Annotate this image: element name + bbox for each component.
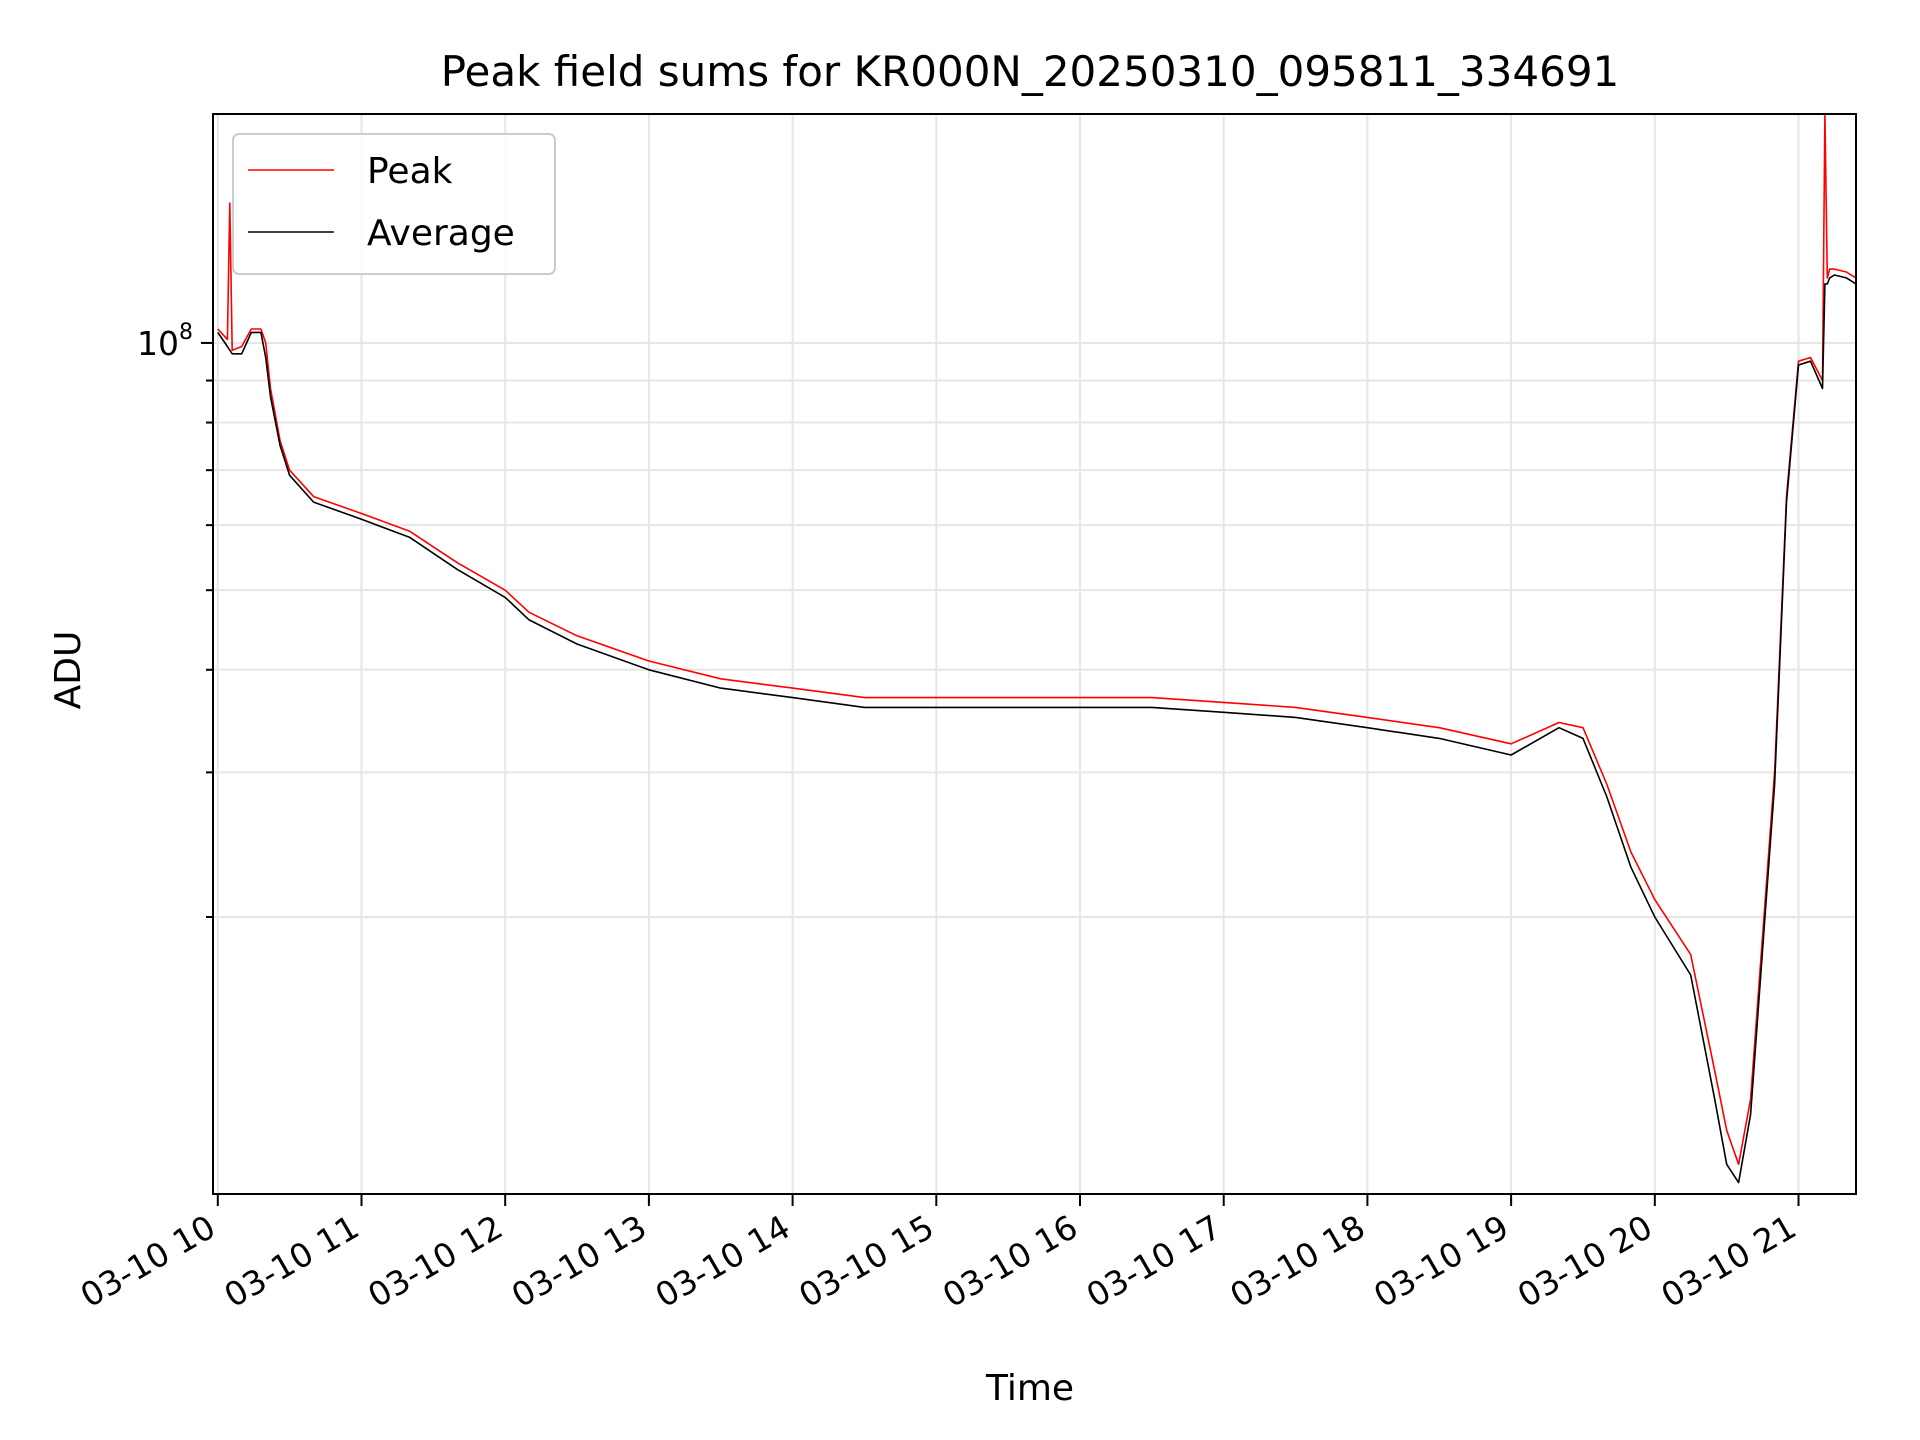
- x-axis-label: Time: [985, 1368, 1074, 1409]
- grid: [213, 114, 1856, 1194]
- y-axis-label: ADU: [48, 631, 89, 710]
- legend-box: [232, 133, 556, 275]
- legend-label-average: Average: [367, 213, 515, 254]
- chart-title: Peak field sums for KR000N_20250310_0958…: [441, 47, 1620, 96]
- plot-area-frame: [212, 113, 1857, 1195]
- legend-label-peak: Peak: [367, 151, 453, 192]
- plot-series: [217, 113, 1857, 1184]
- y-tick-label: 108: [137, 320, 193, 363]
- legend: Peak Average: [232, 133, 556, 275]
- series-line-average: [217, 274, 1857, 1184]
- y-axis-ticks: 108: [137, 320, 213, 919]
